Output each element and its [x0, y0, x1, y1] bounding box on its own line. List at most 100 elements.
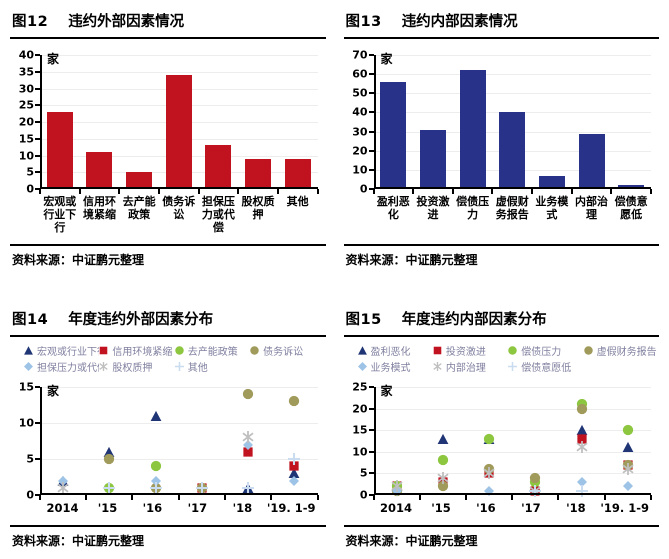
- y-axis-tick-mark: [368, 111, 374, 114]
- data-point-diamond: [150, 475, 161, 486]
- legend-item-square: 投资激进: [433, 345, 508, 361]
- legend-marker-icon: [433, 345, 442, 361]
- x-axis-tick-mark: [223, 495, 226, 500]
- legend-label: 虚假财务报告: [596, 347, 657, 358]
- bar-1: [46, 111, 73, 187]
- y-axis-tick-label: 30: [18, 82, 34, 95]
- legend-marker-icon: [583, 345, 593, 361]
- data-point-asterisk: [576, 441, 588, 454]
- legend-label: 盈利恶化: [370, 347, 411, 358]
- x-axis-tick-mark: [603, 495, 606, 500]
- bar-4: [165, 75, 192, 187]
- legend-marker-icon: [508, 361, 518, 377]
- data-point-plus: [195, 481, 208, 494]
- data-point-triangle: [288, 468, 300, 479]
- plot-area-wrap: 0 5 10 15 20 25 家: [352, 382, 652, 501]
- panel-fig14-external-distribution: 图14 年度违约外部因素分布 宏观或行业下行 信用环境紧缩 去产能政策 债务诉讼担保压…: [10, 306, 326, 549]
- legend-item-diamond: 业务模式: [357, 361, 433, 377]
- data-point-plus: [149, 481, 162, 494]
- y-axis-tick-mark: [368, 149, 374, 152]
- legend-label: 担保压力或代偿: [37, 363, 99, 374]
- x-axis-tick-mark: [157, 189, 160, 194]
- y-axis-tick-mark: [35, 121, 40, 123]
- data-point-plus: [242, 481, 255, 494]
- plot-area: 0 5 10 15 20 25 30 35 40 家: [19, 50, 319, 195]
- x-axis-tick-mark: [412, 189, 415, 194]
- figure-header: 图14 年度违约外部因素分布: [10, 306, 326, 337]
- x-axis-category-label: 虚假财务报告: [495, 195, 529, 221]
- legend-marker-icon: [99, 345, 108, 361]
- y-axis-tick-mark: [368, 407, 374, 410]
- source-note: 资料来源：中证鹏元整理: [343, 525, 659, 549]
- gridline: [373, 473, 651, 475]
- x-axis-line: [373, 187, 651, 189]
- x-axis-tick-mark: [118, 189, 121, 194]
- chart-legend: 盈利恶化 投资激进 偿债压力 虚假财务报告 业务模式 内部治理 偿债意愿低: [357, 345, 660, 377]
- data-point-circle: [437, 481, 449, 492]
- bar-6: [245, 158, 272, 187]
- x-axis-line: [40, 493, 318, 495]
- y-axis-tick-mark: [368, 472, 374, 475]
- bar-2: [419, 129, 446, 187]
- x-axis-tick-mark: [78, 189, 81, 194]
- y-axis-tick-mark: [368, 494, 374, 496]
- y-axis-line: [373, 55, 376, 189]
- legend-item-triangle: 盈利恶化: [357, 345, 433, 361]
- source-note: 资料来源：中证鹏元整理: [10, 244, 326, 268]
- data-point-asterisk: [242, 431, 254, 444]
- x-axis-year-labels: 2014 '15 '16 '17 '18 '19. 1-9: [374, 501, 652, 516]
- y-axis-tick-mark: [368, 92, 374, 95]
- source-text: 资料来源：中证鹏元整理: [345, 253, 478, 267]
- y-axis-tick-label: 15: [18, 380, 34, 394]
- legend-item-asterisk: 股权质押: [99, 361, 174, 377]
- data-point-circle: [242, 389, 254, 400]
- data-point-circle: [530, 472, 541, 483]
- figure-number: 图13: [345, 14, 382, 30]
- y-axis-tick-label: 35: [18, 65, 34, 79]
- data-point-asterisk: [437, 471, 449, 484]
- gridline: [373, 93, 651, 95]
- x-axis-year-label: '16: [142, 501, 163, 515]
- y-axis-unit-label: 家: [380, 52, 393, 66]
- figure-number: 图12: [12, 14, 49, 30]
- y-axis-tick-mark: [35, 87, 40, 90]
- y-axis-tick-mark: [35, 104, 40, 107]
- y-axis-tick-label: 10: [352, 445, 368, 459]
- legend-marker-icon: [250, 345, 259, 361]
- y-axis-tick-mark: [35, 386, 40, 388]
- data-point-circle: [289, 396, 300, 407]
- legend-item-triangle: 宏观或行业下行: [24, 345, 99, 361]
- x-axis-tick-mark: [276, 189, 279, 194]
- gridline: [40, 387, 318, 388]
- data-point-square: [576, 433, 587, 444]
- x-axis-tick-mark: [85, 495, 88, 500]
- data-point-circle: [576, 403, 587, 414]
- data-point-triangle: [576, 425, 588, 436]
- x-axis-tick-mark: [316, 495, 319, 500]
- x-axis-category-label: 其他: [286, 195, 309, 208]
- x-axis-category-label: 债务诉讼: [162, 195, 196, 221]
- data-point-circle: [622, 425, 634, 436]
- figure-header: 图13 违约内部因素情况: [343, 8, 659, 39]
- y-axis-tick-mark: [368, 429, 374, 432]
- gridline: [40, 422, 318, 424]
- figure-title: 年度违约外部因素分布: [68, 312, 214, 328]
- y-axis-tick-label: 40: [18, 48, 34, 62]
- plot-area-wrap: 0 5 10 15 家: [19, 382, 319, 501]
- panel-fig12-external-factors: 图12 违约外部因素情况 0 5 10 15 20 25 30 35 40 家宏观或行业下行 信用环…: [10, 8, 326, 268]
- legend-marker-icon: [357, 361, 367, 377]
- data-point-circle: [150, 461, 161, 472]
- data-point-diamond: [622, 481, 633, 492]
- data-point-square: [289, 461, 300, 472]
- x-axis-tick-mark: [418, 495, 421, 500]
- panel-fig13-internal-factors: 图13 违约内部因素情况 0 10 20 30 40 50 60 70 家盈利恶化 投资激进 偿债压…: [343, 8, 659, 268]
- y-axis-tick-mark: [35, 188, 40, 190]
- x-axis-year-label: '19. 1-9: [266, 501, 316, 515]
- legend-item-plus: 偿债意愿低: [508, 361, 583, 377]
- y-axis-tick-label: 0: [26, 488, 34, 502]
- data-point-circle: [104, 453, 115, 465]
- x-axis-category-label: 内部治理: [575, 195, 609, 221]
- x-axis-category-label: 业务模式: [535, 195, 569, 221]
- x-axis-year-label: '19. 1-9: [600, 501, 650, 515]
